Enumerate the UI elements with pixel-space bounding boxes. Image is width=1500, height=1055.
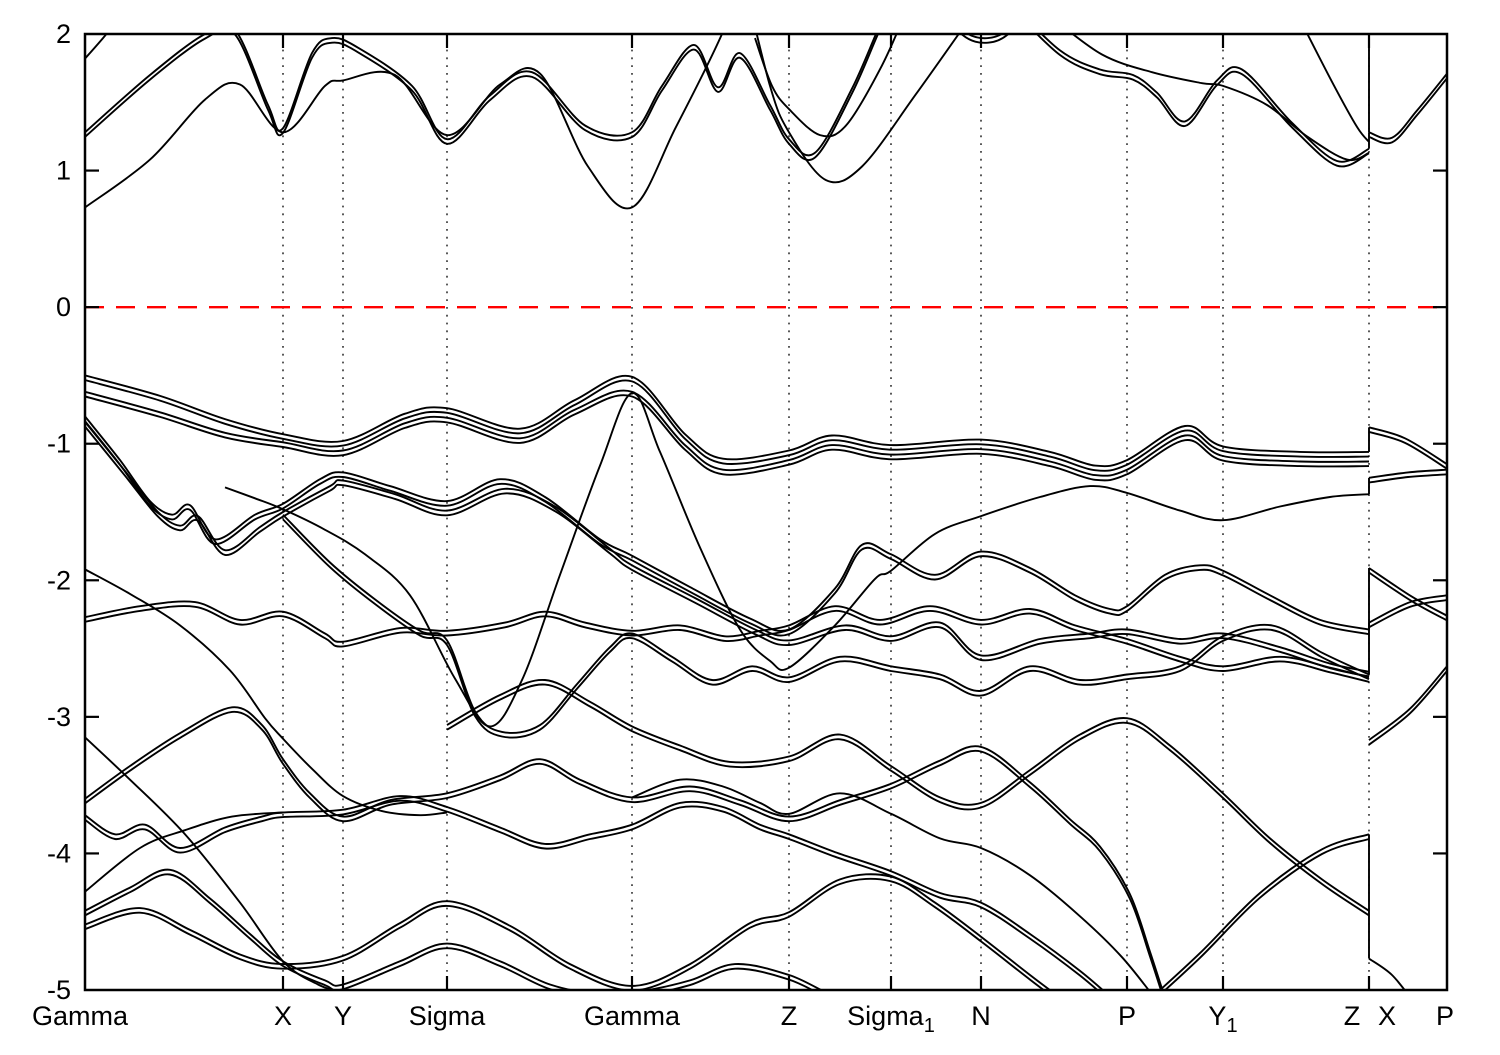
- band-curve: [1306, 34, 1370, 143]
- band-curve: [85, 873, 1052, 990]
- band-curve: [966, 34, 1004, 40]
- band-curve: [1368, 599, 1447, 629]
- band-curve: [85, 415, 1370, 632]
- band-curve: [1368, 567, 1447, 617]
- x-tick-label: X: [1378, 1001, 1396, 1031]
- y-tick-label: -3: [47, 702, 71, 732]
- band-curve: [85, 736, 337, 990]
- band-curve: [85, 394, 1370, 482]
- x-tick-label: P: [1436, 1001, 1454, 1031]
- band-curve: [85, 873, 815, 990]
- band-curve: [85, 425, 1370, 678]
- band-curve: [446, 683, 1370, 917]
- band-curve: [446, 679, 1370, 912]
- band-curve: [85, 374, 1370, 468]
- band-curve: [960, 34, 1010, 44]
- x-tick-label: X: [274, 1001, 292, 1031]
- band-curve: [1071, 34, 1370, 162]
- band-curve: [1368, 665, 1447, 741]
- x-tick-label: Gamma: [32, 1001, 129, 1031]
- x-tick-label: Sigma: [409, 1001, 487, 1031]
- y-tick-label: -5: [47, 975, 71, 1005]
- x-tick-label: Sigma1: [847, 1001, 935, 1037]
- plot-border: [83, 32, 1449, 992]
- band-curve: [1368, 473, 1447, 484]
- x-tick-label: P: [1118, 1001, 1136, 1031]
- x-tick-label: Y: [334, 1001, 352, 1031]
- band-curve: [85, 868, 824, 990]
- band-curve: [85, 877, 1046, 990]
- band-curve: [754, 34, 898, 138]
- y-tick-label: -4: [47, 838, 71, 868]
- band-curve: [631, 778, 1150, 990]
- band-curve: [85, 420, 1370, 637]
- band-curve: [85, 421, 1370, 673]
- band-curve: [282, 518, 1370, 739]
- band-curve: [85, 605, 1370, 683]
- x-tick-label: Z: [781, 1001, 798, 1031]
- band-curve: [755, 34, 960, 184]
- band-curve: [85, 34, 877, 157]
- y-tick-label: -2: [47, 565, 71, 595]
- band-curve: [1368, 73, 1447, 140]
- y-tick-label: -1: [47, 429, 71, 459]
- y-tick-label: 0: [56, 292, 71, 322]
- band-curve: [1368, 431, 1447, 470]
- band-curve: [85, 34, 724, 210]
- band-curve: [85, 811, 284, 893]
- y-tick-label: 1: [56, 156, 71, 186]
- band-curve: [85, 600, 1370, 679]
- x-tick-label: Gamma: [584, 1001, 681, 1031]
- band-curve: [1368, 426, 1447, 466]
- band-curve: [85, 799, 1099, 990]
- band-curve: [85, 389, 1370, 477]
- band-curve: [1368, 594, 1447, 624]
- x-tick-label: Z: [1344, 1001, 1361, 1031]
- band-curve: [85, 568, 448, 817]
- band-curve: [1163, 838, 1370, 990]
- band-curve: [85, 795, 1105, 990]
- band-curve: [1035, 34, 1370, 168]
- band-curve: [1368, 77, 1447, 145]
- band-curve: [1158, 833, 1370, 990]
- y-tick-label: 2: [56, 19, 71, 49]
- band-curve: [85, 379, 1370, 472]
- band-curve: [1368, 468, 1447, 479]
- band-curve: [1368, 957, 1406, 990]
- band-curve: [282, 514, 1370, 734]
- band-curve: [85, 34, 880, 161]
- band-curve: [85, 710, 1162, 990]
- band-curve: [1368, 670, 1447, 746]
- band-curve: [224, 392, 1370, 728]
- x-tick-label: N: [971, 1001, 991, 1031]
- band-curve: [85, 34, 108, 60]
- x-tick-label: Y1: [1208, 1001, 1237, 1037]
